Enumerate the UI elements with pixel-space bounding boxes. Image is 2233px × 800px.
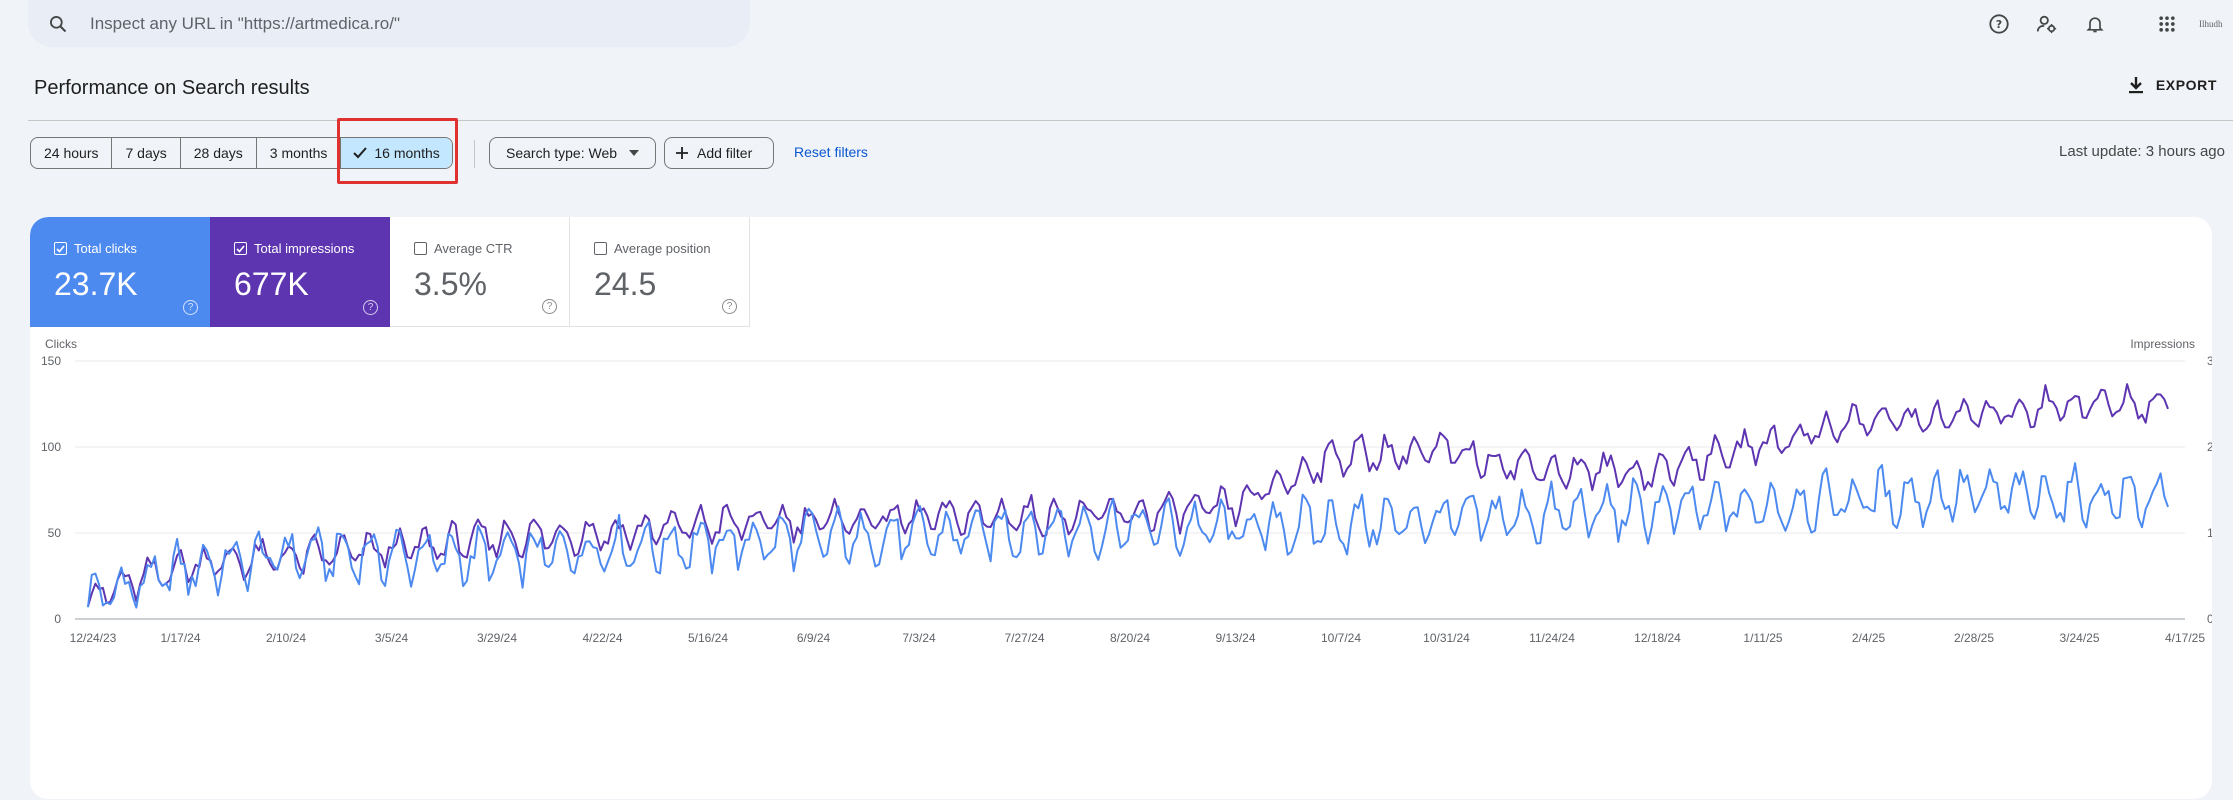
help-icon[interactable]: ?: [363, 300, 378, 315]
performance-chart: 0 0 50 1K 100 2K 150 3K Clicks Impressions 12/24/2…: [41, 337, 2212, 645]
add-filter-label: Add filter: [697, 145, 753, 161]
notifications-icon[interactable]: [2081, 10, 2109, 38]
reset-filters-link[interactable]: Reset filters: [794, 144, 868, 160]
x-tick-label: 1/17/24: [160, 631, 200, 645]
metric-value: 677K: [234, 266, 309, 302]
metric-label: Average CTR: [434, 241, 513, 256]
search-type-dropdown[interactable]: Search type: Web: [489, 137, 656, 169]
x-tick-label: 2/10/24: [266, 631, 306, 645]
metric-label: Total clicks: [74, 241, 137, 256]
y-tick-label-right: 3K: [2207, 354, 2212, 368]
date-range-selector: 24 hours 7 days 28 days 3 months 16 mont…: [30, 137, 453, 169]
x-tick-label: 7/27/24: [1004, 631, 1044, 645]
export-label: EXPORT: [2155, 77, 2217, 93]
date-range-16-months[interactable]: 16 months: [341, 138, 452, 168]
help-icon[interactable]: ?: [1985, 10, 2013, 38]
checkbox-unchecked-icon[interactable]: [414, 242, 427, 255]
search-icon: [50, 15, 67, 32]
date-range-3-months[interactable]: 3 months: [257, 138, 342, 168]
header-divider: [28, 120, 2233, 121]
x-tick-label: 2/4/25: [1852, 631, 1886, 645]
x-tick-label: 10/31/24: [1423, 631, 1470, 645]
account-avatar[interactable]: Ilhudh: [2199, 19, 2223, 29]
metric-value: 23.7K: [54, 266, 138, 302]
plus-icon: [676, 147, 688, 159]
performance-card: Total clicks 23.7K ? Total impressions 6…: [30, 217, 2212, 799]
export-button[interactable]: EXPORT: [2128, 76, 2217, 94]
y-tick-label-left: 100: [41, 440, 61, 454]
last-update-text: Last update: 3 hours ago: [2059, 143, 2225, 160]
dropdown-arrow-icon: [629, 150, 640, 156]
y-tick-label-right: 0: [2207, 612, 2212, 626]
search-input[interactable]: [90, 13, 690, 34]
checkbox-checked-icon[interactable]: [234, 242, 247, 255]
url-inspection-search[interactable]: [28, 0, 750, 47]
x-tick-label: 10/7/24: [1321, 631, 1361, 645]
x-tick-label: 3/29/24: [477, 631, 517, 645]
y-tick-label-left: 0: [54, 612, 61, 626]
date-range-28-days[interactable]: 28 days: [181, 138, 257, 168]
date-range-24-hours[interactable]: 24 hours: [31, 138, 113, 168]
help-icon[interactable]: ?: [542, 299, 557, 314]
x-tick-label: 3/5/24: [375, 631, 409, 645]
y-axis-label-right: Impressions: [2130, 337, 2195, 351]
x-tick-label: 3/24/25: [2059, 631, 2099, 645]
series-line-impressions: [87, 383, 2169, 607]
y-tick-label-right: 1K: [2207, 526, 2212, 540]
x-tick-label: 2/28/25: [1954, 631, 1994, 645]
filter-divider: [474, 140, 475, 168]
y-tick-label-right: 2K: [2207, 440, 2212, 454]
date-range-label: 24 hours: [44, 145, 99, 161]
date-range-label: 28 days: [193, 145, 243, 161]
help-icon[interactable]: ?: [722, 299, 737, 314]
x-tick-label: 8/20/24: [1110, 631, 1150, 645]
x-tick-label: 1/11/25: [1743, 631, 1782, 645]
metric-value: 3.5%: [414, 266, 487, 302]
metric-total-clicks[interactable]: Total clicks 23.7K ?: [30, 217, 210, 327]
metric-value: 24.5: [594, 266, 657, 302]
x-tick-label: 9/13/24: [1215, 631, 1255, 645]
manage-accounts-icon[interactable]: [2033, 10, 2061, 38]
x-tick-label: 4/22/24: [582, 631, 622, 645]
help-icon[interactable]: ?: [183, 300, 198, 315]
svg-text:?: ?: [1996, 18, 2002, 31]
series-line-clicks: [87, 462, 2169, 609]
check-icon: [353, 147, 368, 159]
metric-label: Total impressions: [254, 241, 355, 256]
page-title: Performance on Search results: [34, 77, 310, 99]
search-type-label: Search type: Web: [506, 145, 618, 161]
y-tick-label-left: 150: [41, 354, 61, 368]
add-filter-button[interactable]: Add filter: [664, 137, 774, 169]
x-tick-label: 5/16/24: [688, 631, 728, 645]
date-range-label: 7 days: [125, 145, 167, 161]
apps-grid-icon[interactable]: [2153, 10, 2181, 38]
x-tick-label: 4/17/25: [2165, 631, 2205, 645]
checkbox-unchecked-icon[interactable]: [594, 242, 607, 255]
x-tick-label: 12/18/24: [1634, 631, 1681, 645]
metric-label: Average position: [614, 241, 711, 256]
download-icon: [2128, 77, 2143, 94]
date-range-7-days[interactable]: 7 days: [112, 138, 181, 168]
date-range-label: 16 months: [374, 145, 440, 161]
x-tick-label: 12/24/23: [70, 631, 117, 645]
checkbox-checked-icon[interactable]: [54, 242, 67, 255]
date-range-label: 3 months: [269, 145, 328, 161]
metric-average-ctr[interactable]: Average CTR 3.5% ?: [390, 217, 570, 327]
y-tick-label-left: 50: [48, 526, 62, 540]
x-tick-label: 11/24/24: [1529, 631, 1575, 645]
y-axis-label-left: Clicks: [45, 337, 77, 351]
x-tick-label: 7/3/24: [902, 631, 936, 645]
metric-total-impressions[interactable]: Total impressions 677K ?: [210, 217, 390, 327]
x-tick-label: 6/9/24: [797, 631, 831, 645]
metric-average-position[interactable]: Average position 24.5 ?: [570, 217, 750, 327]
